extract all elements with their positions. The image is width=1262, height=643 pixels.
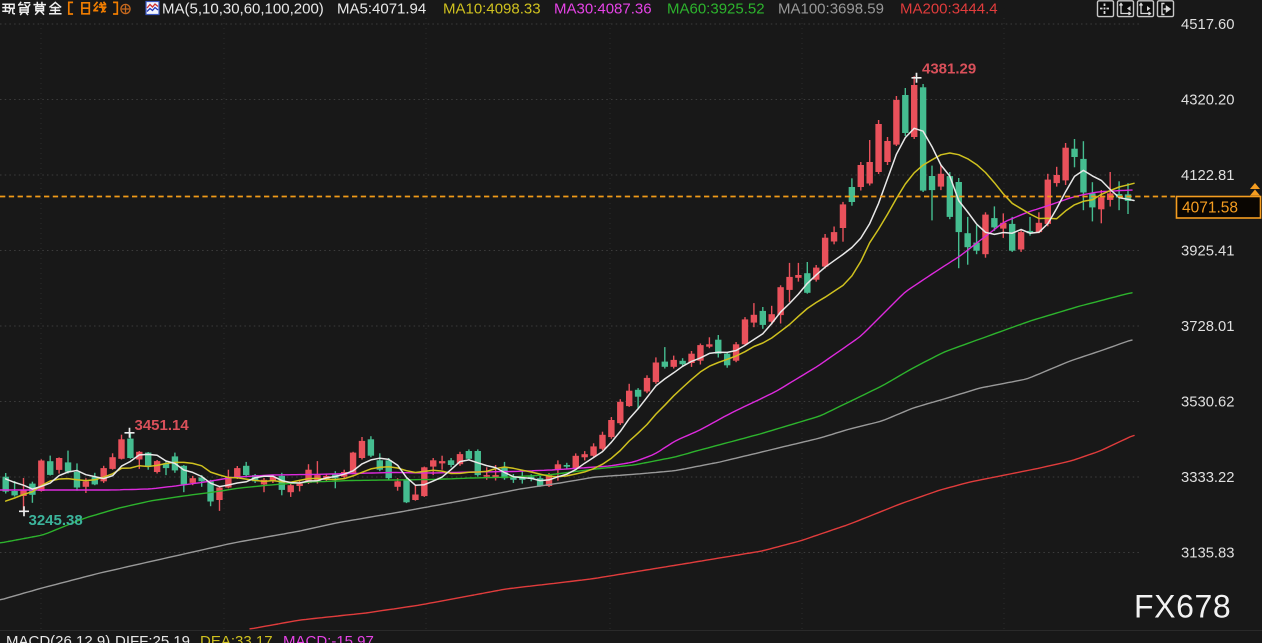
svg-text:MACD(26,12,9): MACD(26,12,9) [6,633,110,643]
svg-text:3530.62: 3530.62 [1181,395,1235,411]
svg-text:MA(5,10,30,60,100,200): MA(5,10,30,60,100,200) [162,1,324,18]
svg-text:3451.14: 3451.14 [135,417,190,434]
svg-text:MA100:3698.59: MA100:3698.59 [778,1,884,18]
svg-text:3728.01: 3728.01 [1181,319,1235,335]
svg-text:DIFF:25.19: DIFF:25.19 [115,633,190,643]
svg-text:4381.29: 4381.29 [922,61,976,78]
svg-text:DEA:33.17: DEA:33.17 [200,633,273,643]
svg-text:MA10:4098.33: MA10:4098.33 [443,1,541,18]
svg-text:MA60:3925.52: MA60:3925.52 [667,1,765,18]
svg-text:3925.41: 3925.41 [1181,244,1235,260]
svg-text:MA30:4087.36: MA30:4087.36 [554,1,652,18]
svg-text:MA200:3444.4: MA200:3444.4 [900,1,998,18]
svg-text:3245.38: 3245.38 [29,512,83,529]
svg-text:4517.60: 4517.60 [1181,17,1235,33]
svg-text:MACD:-15.97: MACD:-15.97 [283,633,374,643]
svg-text:4071.58: 4071.58 [1182,200,1238,217]
svg-text:3333.22: 3333.22 [1181,470,1235,486]
svg-text:MA5:4071.94: MA5:4071.94 [337,1,426,18]
svg-text:3135.83: 3135.83 [1181,546,1235,562]
svg-text:4122.81: 4122.81 [1181,168,1235,184]
svg-text:4320.20: 4320.20 [1181,93,1235,109]
svg-text:FX678: FX678 [1134,589,1231,625]
